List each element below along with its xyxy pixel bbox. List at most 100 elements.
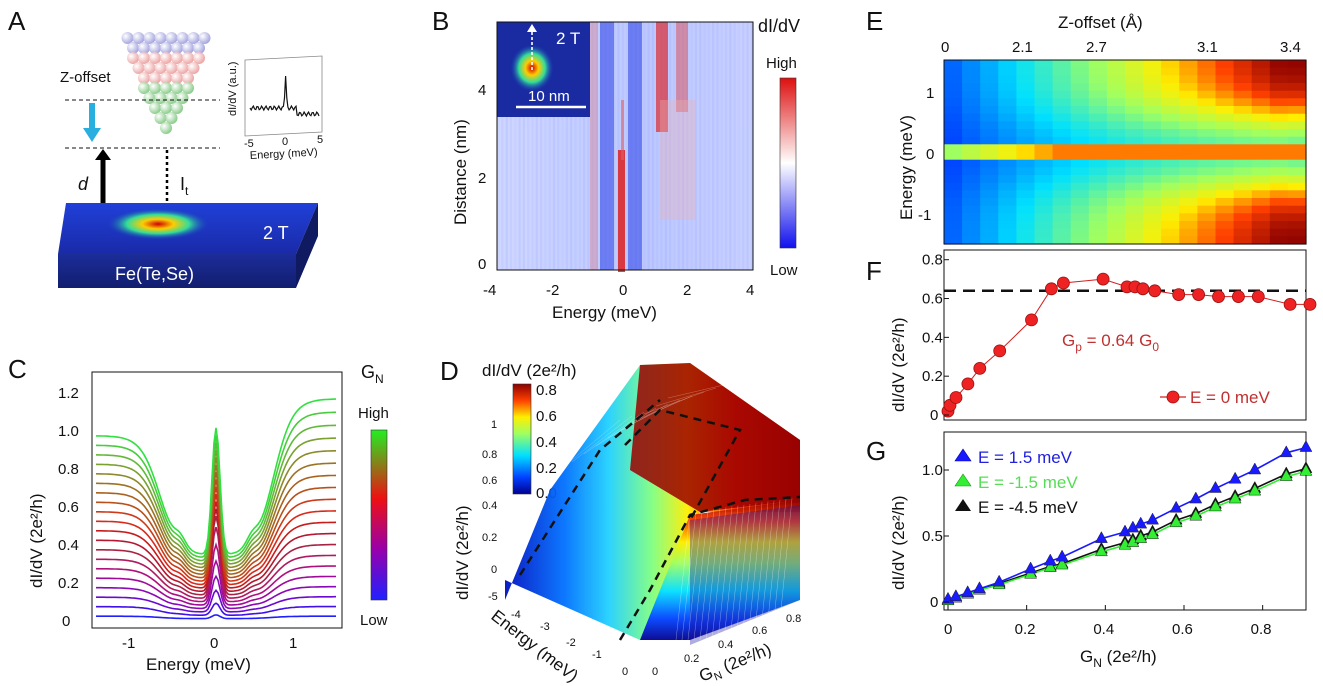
tip-atom	[165, 92, 178, 104]
b-texture-stripe	[729, 22, 732, 270]
panel-b: B dI/dV 2 T 10 nm	[432, 6, 800, 322]
f-point	[973, 361, 987, 375]
tip-atom	[149, 42, 161, 54]
e-heatmap-cell	[1143, 113, 1162, 122]
d-ridge-line	[571, 415, 633, 463]
c-spectrum-line	[96, 501, 337, 589]
f-ytick: 0.6	[922, 291, 943, 308]
tip-atom	[182, 42, 194, 54]
c-colorbar	[370, 429, 388, 601]
d-yticks: 0 0.2 0.4 0.6 0.8	[652, 613, 801, 678]
e-heatmap-cell	[1197, 236, 1217, 245]
tip-atom	[171, 72, 183, 84]
c-spectrum-line	[96, 527, 336, 599]
e-heatmap-cell	[1016, 198, 1036, 207]
e-heatmap-cell	[998, 67, 1017, 76]
e-heatmap-cell	[1106, 190, 1126, 199]
c-spectrum-line	[96, 508, 336, 593]
tip-atom	[138, 82, 150, 94]
g-legend-marker	[955, 499, 971, 511]
e-heatmap-cell	[1161, 121, 1180, 130]
g-point	[961, 585, 975, 598]
d-cbar-tick: 0.8	[536, 382, 557, 399]
g-xlabel: GN (2e²/h)	[1080, 647, 1157, 670]
e-heatmap-cell	[1287, 98, 1307, 107]
e-heatmap-cell	[1088, 60, 1108, 69]
e-heatmap-cell	[1143, 198, 1162, 207]
e-heatmap-cell	[1251, 221, 1271, 230]
e-heatmap-cell	[1125, 121, 1144, 130]
e-heatmap-cell	[1215, 175, 1235, 184]
tip-atom	[143, 32, 156, 44]
e-heatmap-cell	[962, 205, 981, 214]
tip-atom	[143, 62, 156, 74]
e-heatmap-cell	[1179, 136, 1198, 145]
e-heatmap-cell	[980, 213, 999, 222]
e-heatmap-cell	[1016, 213, 1036, 222]
e-heatmap-cell	[1179, 198, 1198, 207]
e-heatmap-cell	[1161, 136, 1180, 145]
tip-atom	[149, 102, 161, 114]
e-heatmap-cell	[1215, 98, 1235, 107]
g-legend: E = 1.5 meV E = -1.5 meV E = -4.5 meV	[954, 448, 1078, 517]
distance-label: d	[78, 174, 89, 194]
e-heatmap-cell	[1251, 75, 1271, 84]
c-ytick: 0.6	[58, 499, 79, 516]
e-heatmap-cell	[1088, 136, 1108, 145]
b-frame	[496, 21, 754, 271]
d-ztick: 0.6	[482, 475, 497, 487]
tip-atom	[154, 32, 167, 44]
e-heatmap-cell	[1034, 98, 1054, 107]
e-heatmap-cell	[998, 159, 1017, 168]
e-heatmap-cell	[1143, 228, 1162, 237]
e-heatmap-cell	[1034, 90, 1054, 99]
e-heatmap-cell	[1106, 83, 1126, 92]
e-heatmap-cell	[1287, 198, 1307, 207]
b-texture-stripe	[707, 22, 710, 270]
e-heatmap-cell	[1197, 67, 1217, 76]
e-heatmap-cell	[1179, 98, 1198, 107]
e-heatmap-cell	[980, 129, 999, 138]
e-heatmap-cell	[1269, 236, 1289, 245]
e-heatmap-cell	[1088, 236, 1108, 245]
d-ztick: 0.4	[482, 500, 497, 512]
e-heatmap-cell	[1233, 129, 1253, 138]
e-heatmap-cell	[1034, 205, 1054, 214]
c-cbar-low: Low	[360, 612, 388, 629]
e-heatmap-cell	[1161, 213, 1180, 222]
d-ridge-line	[753, 501, 769, 641]
e-heatmap-cell	[1269, 152, 1289, 161]
b-cbar-low: Low	[770, 262, 798, 279]
tip-atom	[149, 72, 161, 84]
d-ytick: 0	[652, 666, 658, 678]
e-heatmap-cell	[1088, 106, 1108, 115]
g-xticks: 0 0.2 0.4 0.6 0.8	[944, 605, 1272, 638]
g-xtick: 0.8	[1251, 621, 1272, 638]
b-yticks: 0 2 4	[478, 82, 486, 273]
b-xlabel: Energy (meV)	[552, 303, 657, 322]
e-heatmap-cell	[1070, 221, 1090, 230]
e-heatmap-cell	[1034, 129, 1054, 138]
e-heatmap-cell	[1287, 106, 1307, 115]
e-ytick: 1	[926, 85, 934, 102]
e-heatmap-cell	[1034, 152, 1054, 161]
e-heatmap-cell	[1125, 167, 1144, 176]
e-heatmap-cell	[1269, 182, 1289, 191]
c-spectrum-line	[96, 486, 336, 582]
e-heatmap-cell	[1088, 213, 1108, 222]
e-heatmap-cell	[1233, 236, 1253, 245]
g-point	[1248, 462, 1262, 475]
tip-atom	[138, 52, 150, 64]
e-heatmap-cell	[1052, 167, 1072, 176]
g-point	[1189, 491, 1203, 504]
e-heatmap-cell	[1215, 198, 1235, 207]
e-heatmap-cell	[1070, 60, 1090, 69]
e-heatmap-cell	[1016, 228, 1036, 237]
e-heatmap-cell	[1143, 175, 1162, 184]
e-heatmap-cell	[1088, 152, 1108, 161]
e-heatmap-cell	[1161, 113, 1180, 122]
e-heatmap-cell	[1233, 228, 1253, 237]
e-heatmap-cell	[980, 113, 999, 122]
e-heatmap-cell	[1287, 190, 1307, 199]
g-point	[1146, 512, 1159, 525]
